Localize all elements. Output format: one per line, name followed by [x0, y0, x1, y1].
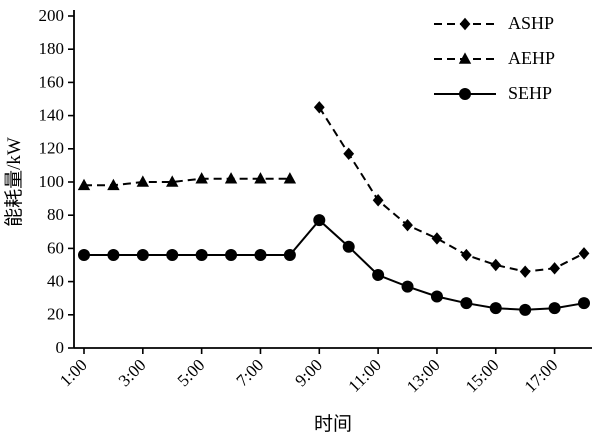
circle-marker: [136, 249, 149, 262]
x-tick-label: 9:00: [291, 355, 326, 390]
circle-marker: [254, 249, 267, 262]
x-tick-label: 13:00: [403, 355, 444, 396]
diamond-marker: [490, 258, 502, 272]
triangle-marker: [458, 52, 472, 64]
y-tick-label: 120: [39, 139, 65, 158]
triangle-marker: [283, 172, 297, 184]
x-tick-label: 7:00: [232, 355, 267, 390]
x-tick-label: 1:00: [56, 355, 91, 390]
triangle-marker: [107, 178, 120, 191]
y-tick-label: 40: [47, 272, 64, 291]
circle-marker: [489, 302, 502, 315]
y-tick-label: 180: [39, 39, 65, 58]
circle-marker: [225, 249, 238, 262]
y-tick-label: 140: [39, 106, 65, 125]
triangle-marker: [77, 178, 91, 191]
circle-marker: [578, 297, 590, 310]
circle-marker: [430, 290, 443, 303]
diamond-marker: [519, 265, 531, 278]
diamond-marker: [431, 232, 443, 245]
legend-label-ASHP: ASHP: [508, 13, 554, 33]
x-tick-label: 3:00: [115, 355, 150, 390]
triangle-marker: [195, 172, 208, 184]
triangle-marker: [224, 172, 238, 184]
diamond-marker: [343, 147, 355, 160]
y-tick-label: 80: [47, 205, 64, 224]
circle-marker: [519, 303, 532, 316]
x-tick-label: 11:00: [345, 355, 385, 395]
circle-marker: [166, 249, 179, 262]
y-tick-label: 60: [47, 238, 64, 257]
triangle-marker: [254, 172, 267, 184]
x-tick-label: 17:00: [521, 355, 562, 396]
circle-marker: [107, 249, 120, 262]
diamond-marker: [460, 248, 472, 262]
triangle-marker: [136, 175, 150, 187]
y-tick-label: 160: [39, 72, 65, 91]
circle-marker: [460, 297, 473, 310]
legend-entry-SEHP: SEHP: [434, 83, 552, 103]
x-tick-label: 5:00: [174, 355, 209, 390]
y-tick-label: 200: [39, 6, 65, 25]
y-axis-label: 能耗量/kW: [3, 137, 25, 227]
diamond-marker: [549, 262, 560, 275]
circle-marker: [342, 240, 355, 253]
legend-entry-AEHP: AEHP: [434, 48, 555, 68]
circle-marker: [459, 88, 471, 100]
series-SEHP-line: [84, 218, 585, 311]
diamond-marker: [459, 17, 471, 31]
circle-marker: [78, 249, 90, 262]
series-AEHP-line: [84, 177, 290, 187]
diamond-marker: [578, 247, 590, 260]
circle-marker: [548, 302, 561, 315]
x-tick-label: 15:00: [462, 355, 503, 396]
diamond-marker: [313, 101, 325, 114]
circle-marker: [195, 249, 208, 262]
legend-label-SEHP: SEHP: [508, 83, 552, 103]
triangle-marker: [166, 175, 179, 187]
circle-marker: [283, 249, 296, 262]
y-tick-label: 0: [56, 338, 65, 357]
y-tick-label: 100: [39, 172, 65, 191]
x-axis-label: 时间: [314, 413, 352, 435]
y-tick-label: 20: [47, 305, 64, 324]
series-ASHP-line: [318, 106, 585, 273]
legend-label-AEHP: AEHP: [508, 48, 555, 68]
diamond-marker: [372, 194, 384, 207]
diamond-marker: [402, 218, 413, 232]
circle-marker: [401, 280, 414, 293]
circle-marker: [372, 268, 385, 281]
legend-entry-ASHP: ASHP: [434, 13, 554, 33]
circle-marker: [313, 214, 326, 227]
